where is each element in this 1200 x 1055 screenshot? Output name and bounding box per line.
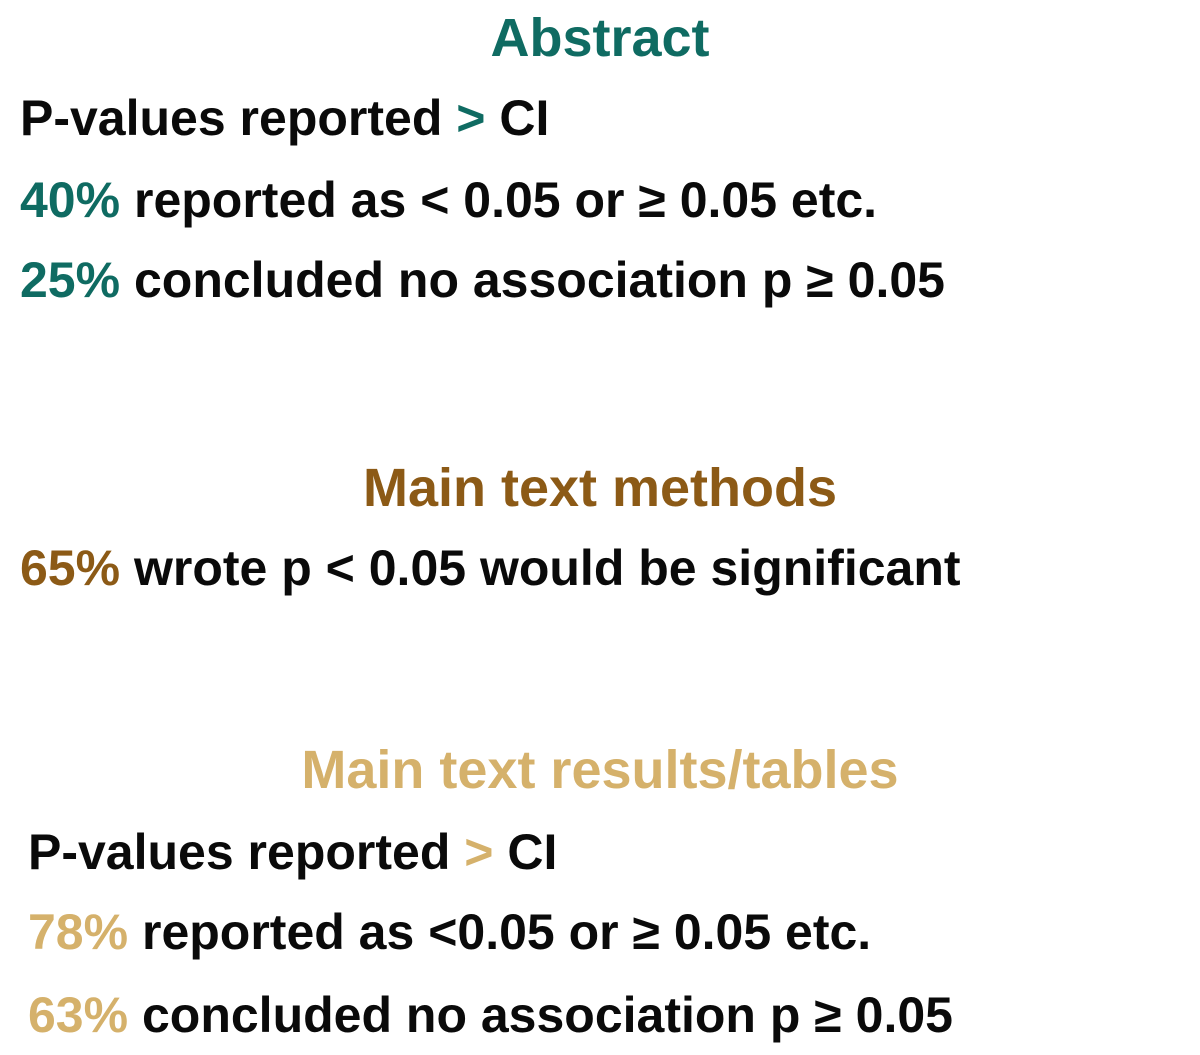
percentage: 63% bbox=[28, 987, 129, 1043]
text: CI bbox=[499, 90, 550, 146]
section-heading: Abstract bbox=[490, 8, 710, 68]
section-heading: Main text results/tables bbox=[301, 740, 899, 800]
text: CI bbox=[507, 824, 558, 880]
text-line: 63% concluded no association p ≥ 0.05 bbox=[28, 983, 953, 1047]
text: concluded no association p ≥ 0.05 bbox=[141, 987, 953, 1043]
text-line: 40% reported as < 0.05 or ≥ 0.05 etc. bbox=[20, 168, 877, 232]
text: reported as <0.05 or ≥ 0.05 etc. bbox=[141, 904, 872, 960]
text-line: 78% reported as <0.05 or ≥ 0.05 etc. bbox=[28, 900, 871, 964]
text: reported as < 0.05 or ≥ 0.05 etc. bbox=[133, 172, 878, 228]
section-heading: Main text methods bbox=[362, 458, 838, 518]
percentage: 78% bbox=[28, 904, 129, 960]
symbol: > bbox=[456, 90, 486, 146]
text: wrote p < 0.05 would be significant bbox=[133, 540, 961, 596]
percentage: 65% bbox=[20, 540, 121, 596]
symbol: > bbox=[464, 824, 494, 880]
text-line: 65% wrote p < 0.05 would be significant bbox=[20, 536, 961, 600]
percentage: 25% bbox=[20, 252, 121, 308]
text-line: 25% concluded no association p ≥ 0.05 bbox=[20, 248, 945, 312]
text-line: P-values reported > CI bbox=[20, 86, 549, 150]
text: P-values reported bbox=[20, 90, 443, 146]
text-line: P-values reported > CI bbox=[28, 820, 557, 884]
text: concluded no association p ≥ 0.05 bbox=[133, 252, 945, 308]
percentage: 40% bbox=[20, 172, 121, 228]
text: P-values reported bbox=[28, 824, 451, 880]
